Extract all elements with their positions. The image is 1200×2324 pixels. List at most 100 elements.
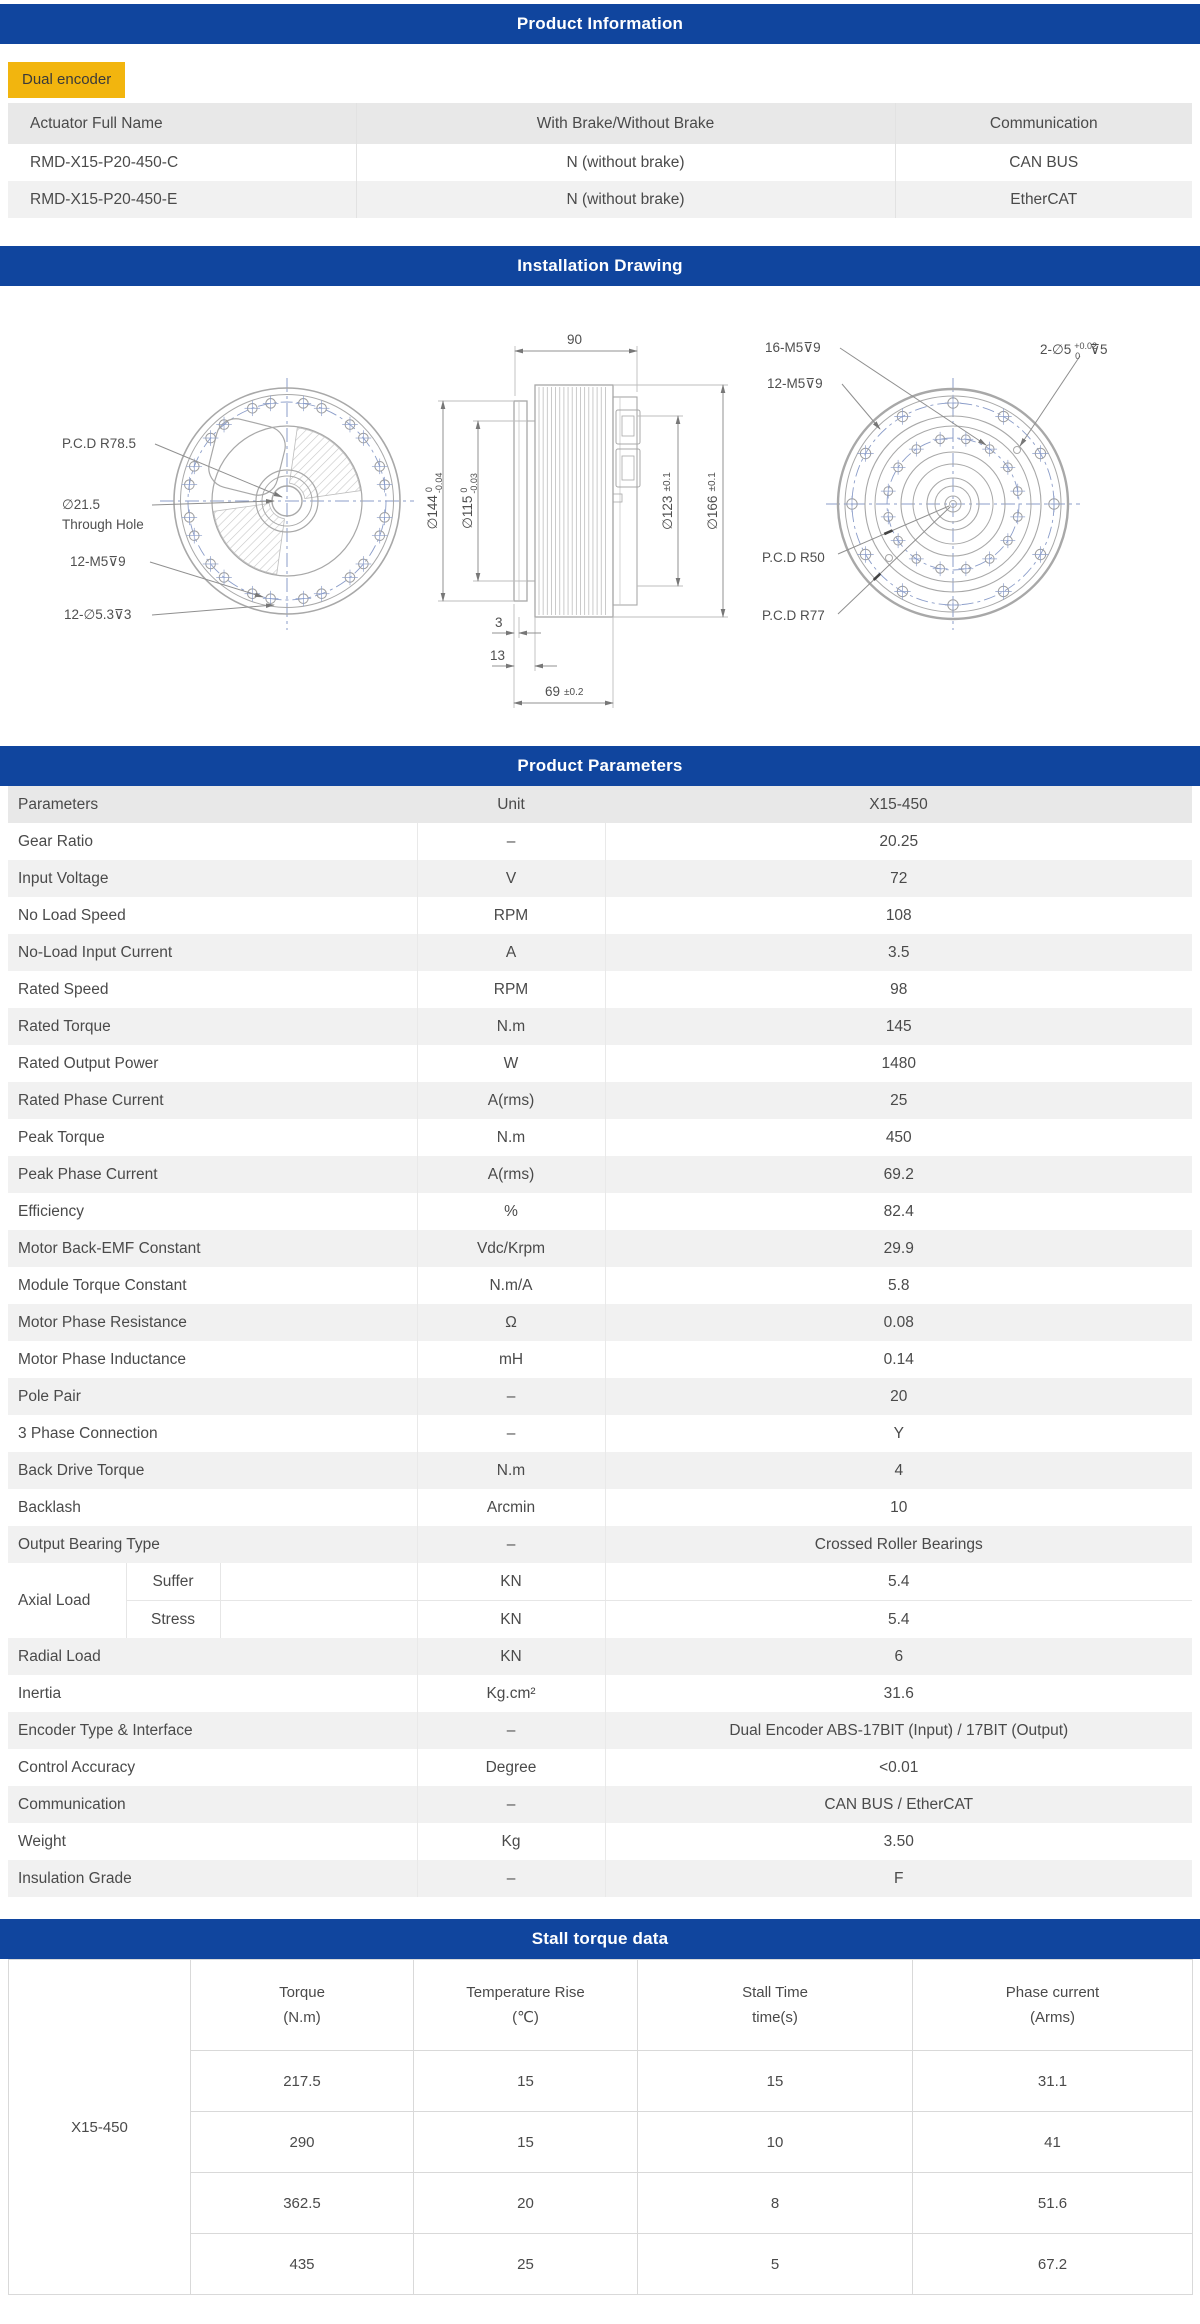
param-name: No Load Speed: [18, 906, 126, 924]
hub-circle: [255, 469, 319, 533]
param-name: Motor Back-EMF Constant: [8, 1230, 417, 1267]
table-row: Efficiency% 82.4: [8, 1193, 1192, 1230]
pcd-r77-label: P.C.D R77: [762, 608, 825, 623]
dim-13-label: 13: [490, 648, 505, 663]
front-bolt-holes: [181, 395, 393, 607]
small-block: [612, 493, 623, 503]
table-row: Encoder Type & Interface – Dual Encoder AB…: [8, 1712, 1192, 1749]
param-name: Inertia: [18, 1684, 62, 1702]
param-value: 82.4: [604, 1193, 1192, 1230]
param-name: Peak Phase Current: [8, 1156, 417, 1193]
through-hole-label: Through Hole: [62, 517, 144, 532]
pin-holes-label: 2-∅5 +0.02 0 ⊽5: [1040, 341, 1107, 361]
table-row: 290 15 10 41: [9, 2111, 1193, 2173]
col-header-line2: (℃): [512, 2009, 539, 2026]
dim-144-label: ∅1440-0.04: [424, 473, 444, 530]
param-value: 108: [604, 897, 1192, 934]
col-header-brake: With Brake/Without Brake: [355, 103, 895, 144]
param-unit: V: [416, 860, 605, 897]
product-info-table: Actuator Full Name With Brake/Without Br…: [8, 103, 1192, 218]
param-subname: Stress: [125, 1600, 221, 1638]
param-value: 3.50: [604, 1823, 1192, 1860]
cell: RMD-X15-P20-450-E: [8, 181, 356, 218]
leader-16-m5: [839, 347, 987, 446]
col-header: Phase current (Arms): [912, 1959, 1193, 2051]
param-unit: A(rms): [416, 1082, 605, 1119]
bolt-circle: [187, 401, 387, 601]
outer-circle: [173, 387, 401, 615]
param-name: Radial Load: [8, 1638, 417, 1675]
param-subpad: [220, 1563, 417, 1601]
param-unit: –: [416, 1786, 605, 1823]
param-value: 20.25: [604, 823, 1192, 860]
param-unit: –: [416, 1415, 605, 1452]
table-row: Inertia Kg.cm² 31.6: [8, 1675, 1192, 1712]
param-unit: Kg.cm²: [416, 1675, 605, 1712]
ring-88: [864, 415, 1042, 593]
counterbore-holes-label: 12-∅5.3⊽3: [64, 607, 131, 622]
param-value: 450: [604, 1119, 1192, 1156]
param-value: 1480: [604, 1045, 1192, 1082]
pin-hole-2: [885, 554, 893, 562]
table-row: Stress KN 5.4: [8, 1600, 1192, 1638]
cell: 15: [413, 2050, 638, 2112]
flange-plate: [513, 400, 528, 602]
param-name: Motor Phase Inductance: [18, 1350, 187, 1368]
param-unit: RPM: [416, 971, 605, 1008]
col-header-line2: (N.m): [283, 2009, 321, 2026]
cell: 435: [190, 2233, 414, 2295]
rear-housing: [612, 396, 638, 606]
leader-tapped: [149, 561, 264, 598]
tapped-holes-label: 12-M5⊽9: [70, 554, 126, 569]
pcd77-tick: [872, 572, 882, 581]
col-header-line2: time(s): [752, 2009, 798, 2026]
param-unit: Ω: [416, 1304, 605, 1341]
param-value: 6: [604, 1638, 1192, 1675]
param-unit: KN: [416, 1638, 605, 1675]
table-row: RMD-X15-P20-450-E N (without brake) EtherC…: [8, 181, 1192, 218]
param-name: Input Voltage: [8, 860, 417, 897]
stall-torque-table: X15-450 Torque (N.m) Temperature Rise (℃) Sta…: [8, 1959, 1193, 2295]
table-row: Pole Pair –20: [8, 1378, 1192, 1415]
cell: N (without brake): [355, 181, 895, 218]
param-name: Rated Speed: [18, 980, 109, 998]
param-value: F: [604, 1860, 1192, 1897]
param-value: 10: [604, 1489, 1192, 1526]
param-value: 5.4: [604, 1600, 1192, 1638]
col-header-line1: Phase current: [1005, 1983, 1100, 2001]
rear-view-drawing: 16-M5⊽9 12-M5⊽9 2-∅5 +0.02 0 ⊽5 P.C.D R50 P…: [762, 340, 1107, 630]
pcd-r50-label: P.C.D R50: [762, 550, 825, 565]
col-header-parameters: Parameters: [8, 786, 417, 823]
pcd50-tick: [883, 529, 894, 536]
inner-ring: [180, 394, 394, 608]
param-name: Back Drive Torque: [8, 1452, 417, 1489]
dim-3-label: 3: [495, 615, 503, 630]
param-name: Motor Phase Resistance: [8, 1304, 417, 1341]
param-unit: –: [416, 1378, 605, 1415]
table-row: 435 25 5 67.2: [9, 2233, 1193, 2295]
section-title: Product Parameters: [517, 756, 683, 775]
param-name: Rated Output Power: [18, 1054, 159, 1072]
col-header-line1: Temperature Rise: [466, 1983, 585, 2001]
cell: 20: [413, 2172, 638, 2234]
param-name: Gear Ratio: [18, 832, 93, 850]
param-name: Control Accuracy: [18, 1758, 136, 1776]
param-unit: Arcmin: [416, 1489, 605, 1526]
leader-through-hole: [151, 498, 275, 506]
cell: RMD-X15-P20-450-C: [30, 153, 179, 171]
dual-encoder-badge: Dual encoder: [8, 62, 126, 98]
cell: 41: [912, 2111, 1193, 2173]
param-name: Weight: [18, 1832, 66, 1850]
param-value: Crossed Roller Bearings: [604, 1526, 1192, 1563]
param-unit: –: [416, 1526, 605, 1563]
param-group-name: Axial Load: [18, 1591, 91, 1609]
param-value: <0.01: [604, 1749, 1192, 1786]
param-name: Insulation Grade: [8, 1860, 417, 1897]
hatched-sector-bottom: [213, 503, 285, 575]
leader-pcd77: [837, 506, 951, 615]
param-unit: %: [416, 1193, 605, 1230]
param-value: 5.8: [604, 1267, 1192, 1304]
connector-2-inner: [621, 455, 635, 481]
tapped-16-label: 16-M5⊽9: [765, 340, 821, 355]
bolt-circle-16: [886, 437, 1020, 571]
